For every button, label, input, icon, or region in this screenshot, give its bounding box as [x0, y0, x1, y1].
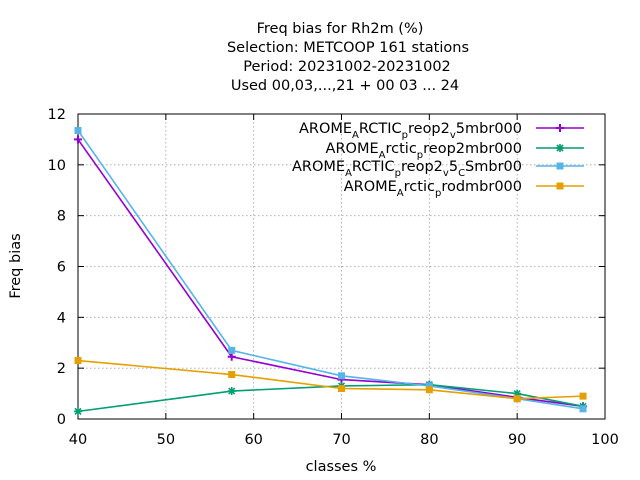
x-axis-label: classes %	[306, 459, 377, 475]
title-line-4: Used 00,03,...,21 + 00 03 ... 24	[231, 78, 459, 94]
data-point	[556, 162, 564, 170]
series-line	[77, 383, 584, 413]
legend: AROMEARCTICpreop2v5mbr000AROMEArcticpreo…	[292, 121, 584, 199]
data-point	[227, 352, 236, 361]
y-axis-label: Freq bias	[8, 233, 24, 298]
x-tick-label: 80	[420, 432, 438, 448]
x-tick-label: 40	[69, 432, 87, 448]
y-tick-label: 6	[57, 260, 66, 276]
series-1	[74, 135, 588, 411]
data-point	[556, 124, 564, 132]
x-tick-label: 50	[157, 432, 175, 448]
data-point	[74, 127, 82, 135]
legend-entry: AROMEARCTICpreop2v5CSmbr00	[292, 159, 584, 179]
grid	[78, 114, 605, 419]
series-line	[77, 130, 584, 410]
legend-entry: AROMEArcticpreop2mbr000	[326, 141, 584, 161]
y-tick-label: 12	[48, 107, 66, 123]
data-point	[74, 357, 82, 365]
title-line-2: Selection: METCOOP 161 stations	[227, 40, 469, 56]
series-4	[74, 357, 587, 403]
legend-label: AROMEArcticpreop2mbr000	[326, 141, 522, 161]
title-line-3: Period: 20231002-20231002	[243, 59, 451, 75]
chart-title: Freq bias for Rh2m (%) Selection: METCOO…	[227, 21, 469, 94]
x-tick-label: 90	[508, 432, 526, 448]
legend-label: AROMEARCTICpreop2v5CSmbr00	[292, 159, 522, 179]
y-tick-label: 4	[57, 310, 66, 326]
legend-entry: AROMEArcticprodmbr000	[344, 179, 584, 199]
data-point	[227, 387, 236, 396]
x-tick-label: 70	[332, 432, 350, 448]
title-line-1: Freq bias for Rh2m (%)	[257, 21, 424, 37]
data-point	[556, 144, 564, 152]
data-point	[74, 135, 82, 144]
x-tick-label: 100	[591, 432, 619, 448]
data-point	[338, 385, 345, 392]
data-point	[338, 372, 345, 380]
series	[74, 127, 588, 416]
data-point	[228, 346, 236, 354]
legend-entry: AROMEARCTICpreop2v5mbr000	[299, 121, 584, 141]
data-point	[228, 371, 236, 379]
data-point	[556, 182, 564, 190]
data-point	[579, 392, 587, 400]
data-point	[425, 386, 433, 394]
series-line	[77, 359, 584, 400]
legend-label: AROMEArcticprodmbr000	[344, 179, 522, 199]
data-point	[74, 407, 82, 416]
data-point	[579, 405, 587, 413]
y-tick-label: 8	[57, 209, 66, 225]
x-tick-label: 60	[244, 432, 262, 448]
y-tick-label: 0	[57, 412, 66, 428]
legend-label: AROMEARCTICpreop2v5mbr000	[299, 121, 522, 141]
data-point	[513, 395, 521, 403]
axis-ticks: 40 50 60 70 80 90 100 0 2 4 6 8 10 12	[48, 107, 619, 448]
y-tick-label: 10	[48, 158, 66, 174]
y-tick-label: 2	[57, 361, 66, 377]
